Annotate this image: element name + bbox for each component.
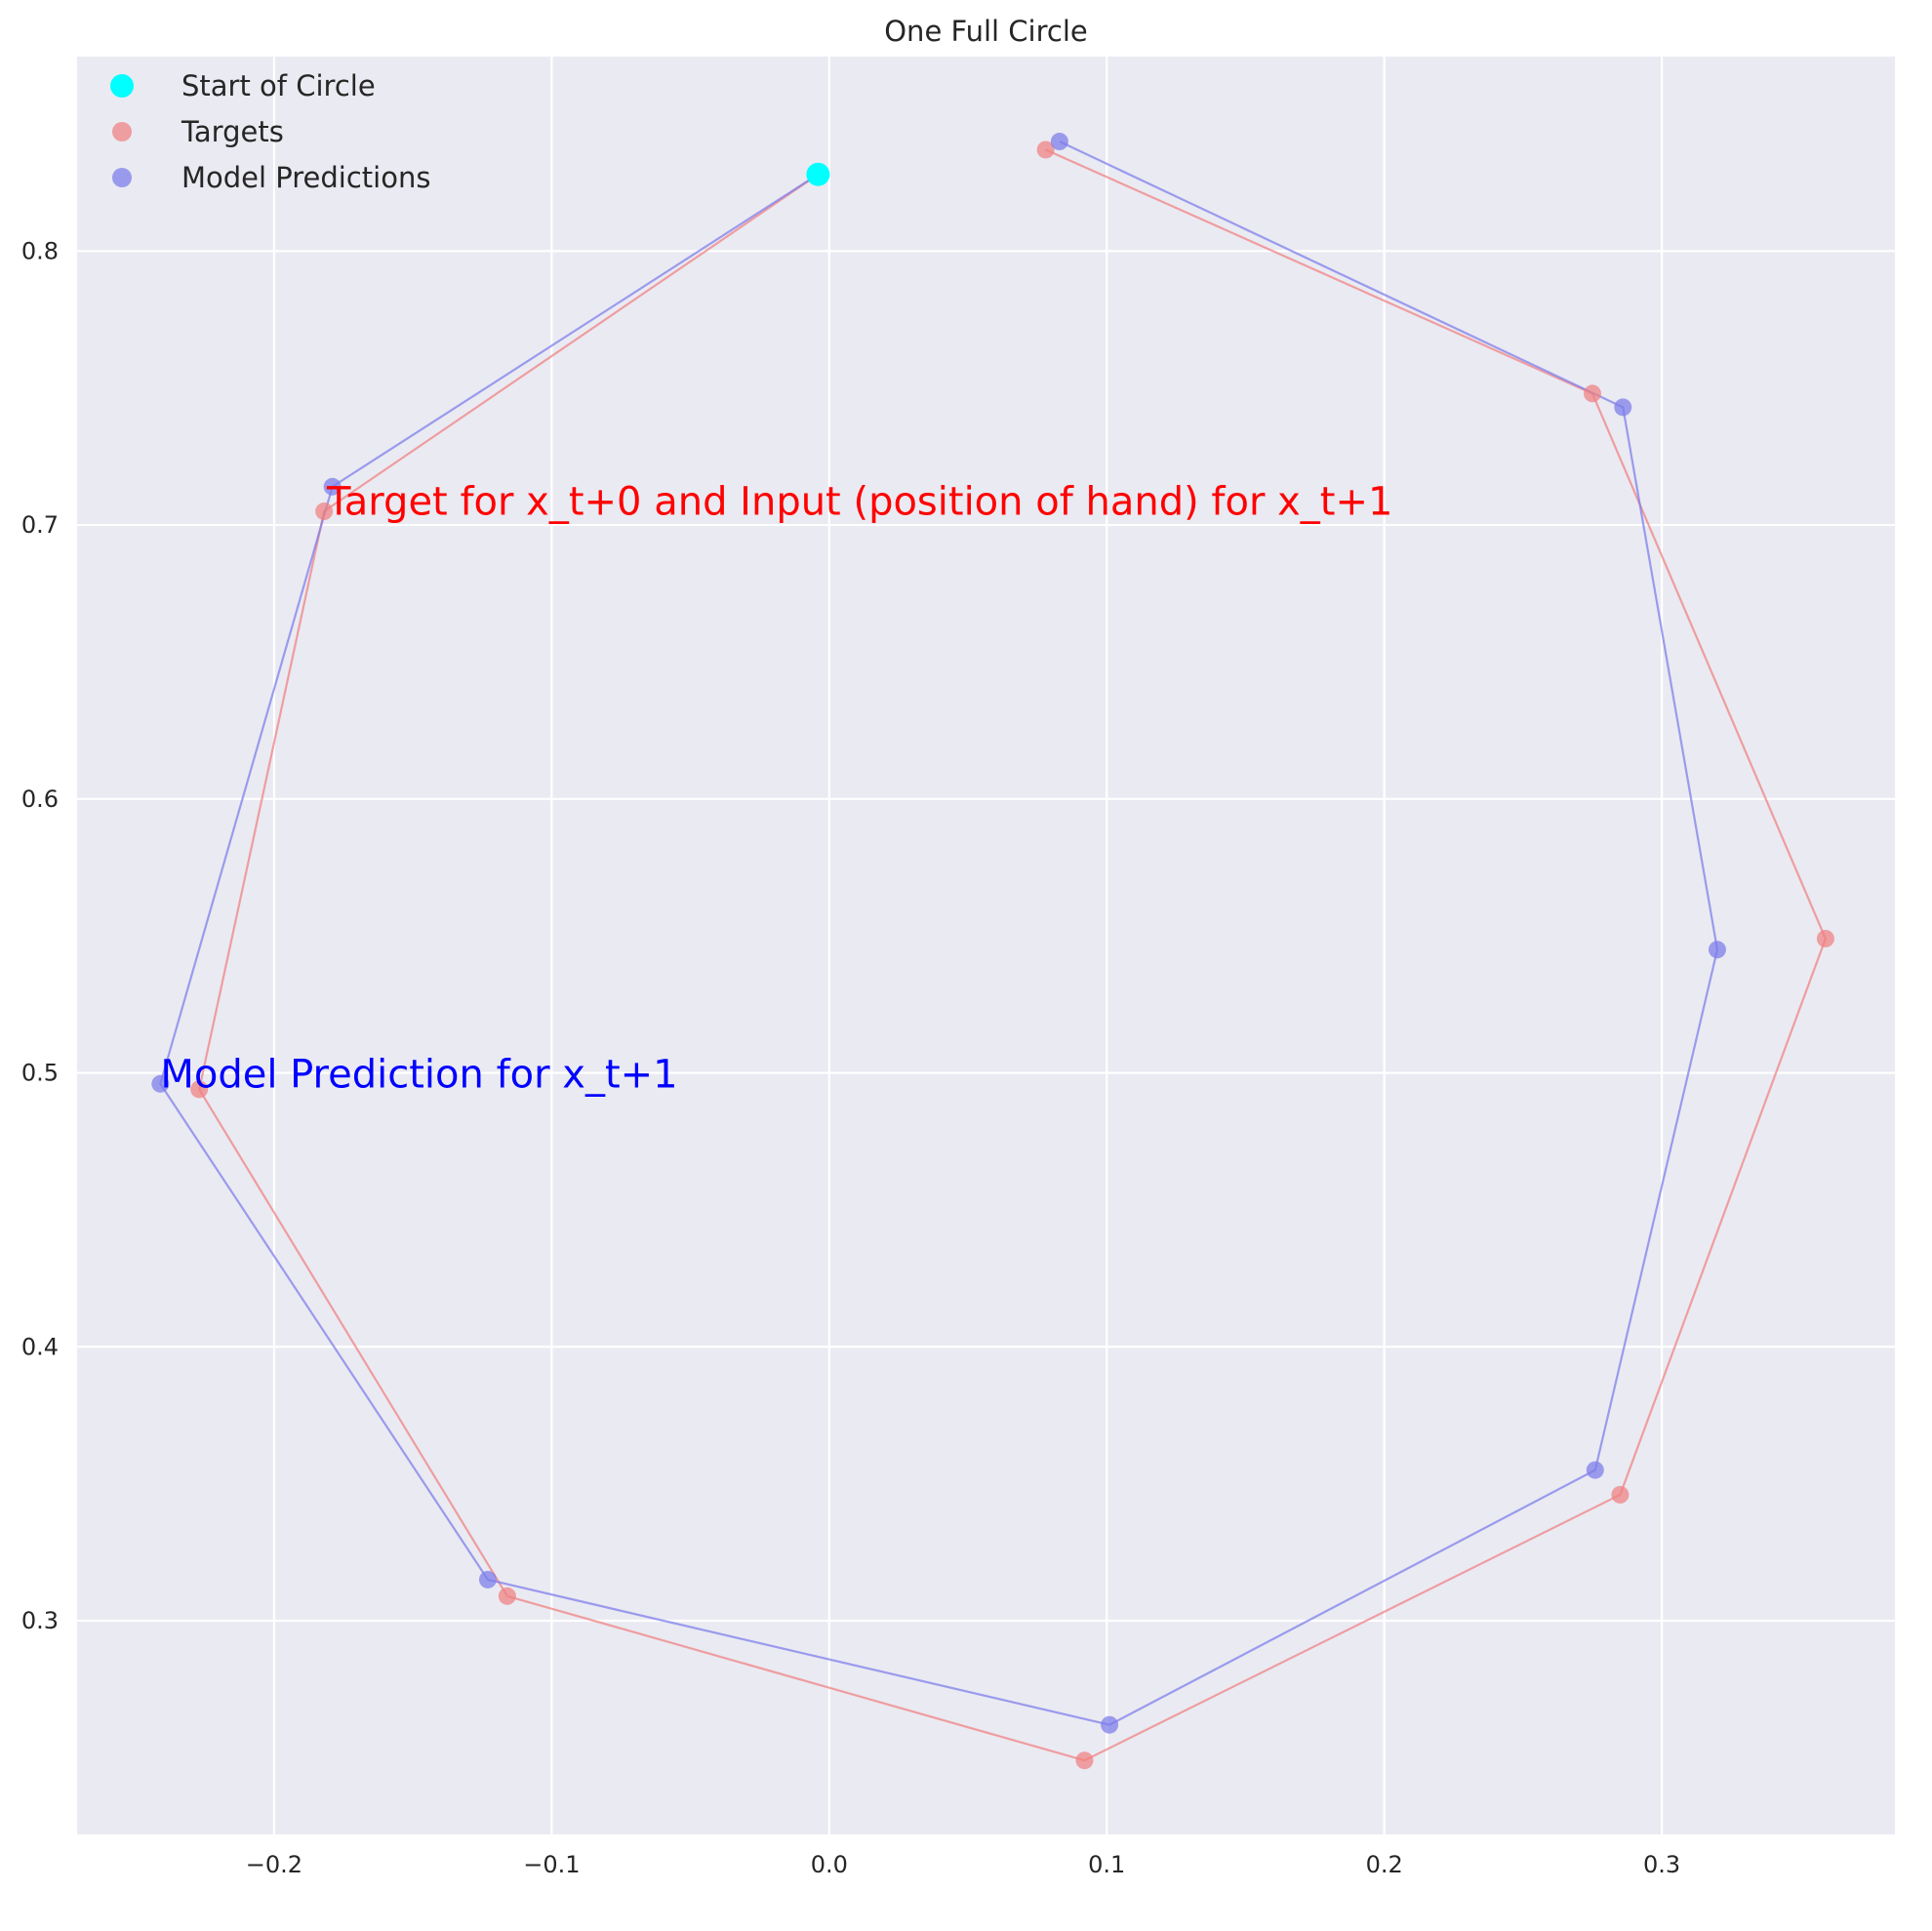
legend: Start of Circle Targets Model Predictions — [110, 69, 430, 194]
legend-marker-model-predictions — [112, 168, 132, 187]
y-tick-label: 0.5 — [21, 1060, 59, 1087]
targets-point — [1611, 1485, 1630, 1504]
series-points — [151, 133, 1834, 1770]
legend-label-targets: Targets — [181, 115, 284, 148]
x-tick-label: 0.1 — [1088, 1851, 1125, 1878]
x-tick-label: −0.1 — [523, 1851, 580, 1878]
annotation-label: Target for x_t+0 and Input (position of … — [326, 480, 1392, 525]
targets-point — [190, 1080, 209, 1099]
x-tick-label: 0.0 — [811, 1851, 848, 1878]
x-tick-label: 0.3 — [1643, 1851, 1680, 1878]
annotations: Target for x_t+0 and Input (position of … — [160, 480, 1392, 1098]
targets-point — [315, 503, 334, 521]
model-predictions-point — [151, 1074, 170, 1093]
model-predictions-point — [1614, 398, 1632, 417]
plot-area — [77, 57, 1895, 1834]
y-axis-ticks: 0.3 0.4 0.5 0.6 0.7 0.8 — [21, 237, 59, 1634]
annotation-label: Model Prediction for x_t+1 — [160, 1052, 677, 1097]
legend-label-model-predictions: Model Predictions — [181, 161, 430, 194]
targets-point — [1075, 1751, 1094, 1770]
targets-point — [498, 1587, 516, 1605]
model-predictions-point — [1050, 133, 1068, 151]
grid — [77, 57, 1895, 1834]
model-predictions-point — [1586, 1461, 1604, 1479]
targets-point — [1583, 384, 1601, 403]
targets-point — [1036, 141, 1055, 159]
x-tick-label: −0.2 — [246, 1851, 302, 1878]
model-predictions-point — [1708, 941, 1726, 959]
y-tick-label: 0.3 — [21, 1607, 59, 1634]
y-tick-label: 0.4 — [21, 1333, 59, 1360]
model-predictions-point — [323, 477, 342, 496]
start-of-circle-point — [806, 162, 830, 186]
legend-marker-start-of-circle — [110, 74, 134, 98]
targets-point — [1816, 929, 1834, 947]
y-tick-label: 0.7 — [21, 511, 59, 539]
y-tick-label: 0.8 — [21, 237, 59, 264]
y-tick-label: 0.6 — [21, 785, 59, 813]
model-predictions-point — [1101, 1715, 1119, 1734]
x-axis-ticks: −0.2 −0.1 0.0 0.1 0.2 0.3 — [246, 1851, 1680, 1878]
legend-marker-targets — [112, 122, 132, 141]
chart-title: One Full Circle — [884, 15, 1088, 48]
model-predictions-point — [478, 1570, 497, 1589]
legend-label-start-of-circle: Start of Circle — [181, 69, 376, 102]
x-tick-label: 0.2 — [1366, 1851, 1403, 1878]
